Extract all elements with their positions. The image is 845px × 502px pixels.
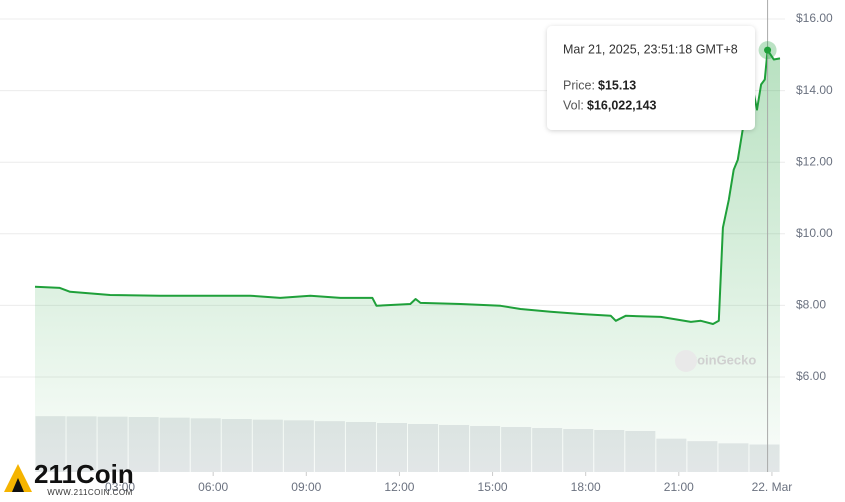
- x-tick-label: 18:00: [571, 480, 601, 494]
- x-tick-label: 12:00: [384, 480, 414, 494]
- x-tick-label: 09:00: [291, 480, 321, 494]
- logo-name: 211Coin: [34, 459, 134, 489]
- tooltip-vol-label: Vol:: [563, 98, 584, 112]
- y-tick-label: $14.00: [796, 83, 833, 97]
- x-tick-label: 22. Mar: [752, 480, 793, 494]
- tooltip-title: Mar 21, 2025, 23:51:18 GMT+8: [563, 42, 738, 56]
- y-tick-label: $16.00: [796, 11, 833, 25]
- tooltip-price-label: Price:: [563, 78, 595, 92]
- y-tick-label: $6.00: [796, 369, 826, 383]
- x-tick-label: 03:00: [105, 480, 135, 494]
- logo-url: WWW.211COIN.COM: [47, 488, 133, 497]
- axes: $6.00 $8.00 $10.00 $12.00 $14.00 $16.00 03:00 0…: [105, 11, 833, 494]
- tooltip-box: [547, 26, 755, 130]
- y-tick-label: $8.00: [796, 298, 826, 312]
- tooltip: Mar 21, 2025, 23:51:18 GMT+8 Price: $15.…: [547, 26, 755, 130]
- logo-icon-inner: [12, 478, 24, 492]
- tooltip-vol: $16,022,143: [587, 98, 657, 112]
- logo: 211Coin WWW.211COIN.COM: [2, 459, 134, 497]
- x-tick-label: 21:00: [664, 480, 694, 494]
- watermark-icon: [675, 350, 697, 372]
- y-tick-label: $12.00: [796, 154, 833, 168]
- hover-point: [764, 46, 772, 54]
- x-tick-label: 06:00: [198, 480, 228, 494]
- price-area: [35, 50, 780, 472]
- tooltip-price: $15.13: [598, 78, 636, 92]
- y-tick-label: $10.00: [796, 226, 833, 240]
- watermark: CoinGecko: [688, 352, 757, 367]
- x-tick-label: 15:00: [478, 480, 508, 494]
